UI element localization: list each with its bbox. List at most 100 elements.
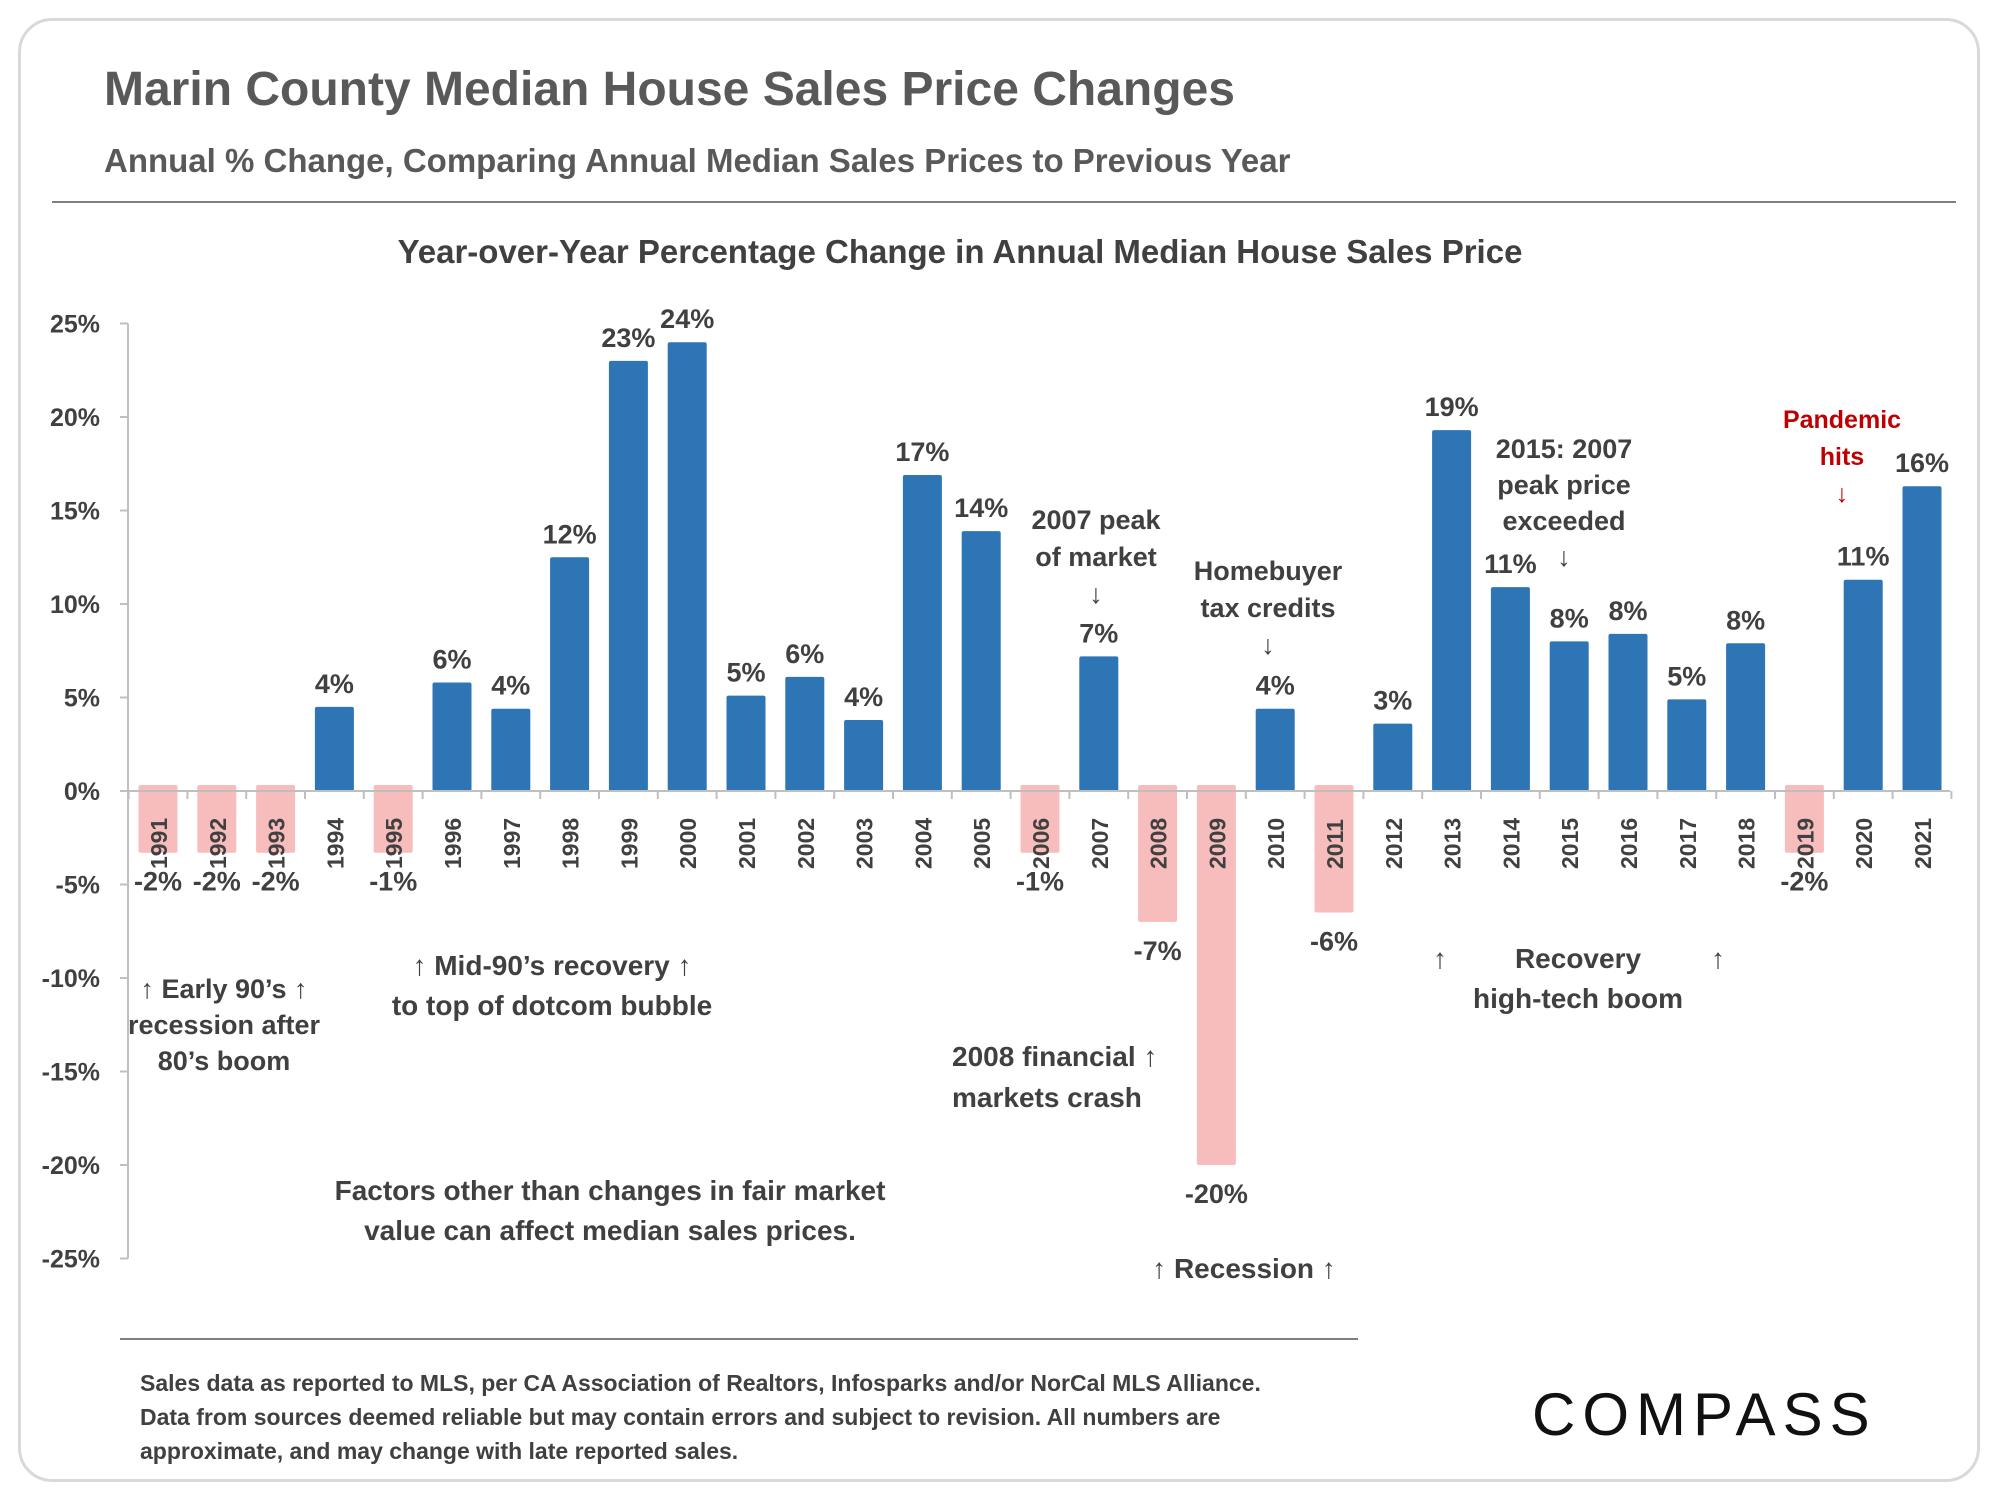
x-tick-label: 2012 [1381, 818, 1407, 869]
x-tick-label: 2007 [1087, 818, 1113, 869]
x-tick-label: 1997 [499, 818, 525, 869]
data-label: 6% [785, 639, 824, 669]
bar [902, 474, 942, 791]
x-tick-label: 2018 [1734, 818, 1760, 869]
annotation-recovery-arrow: ↑ [1711, 943, 1725, 974]
data-label: 24% [660, 304, 714, 334]
bar [1490, 587, 1530, 791]
bar [256, 785, 296, 853]
compass-logo: COMPASS [1532, 1381, 1877, 1448]
source-footnote: Sales data as reported to MLS, per CA As… [140, 1366, 1360, 1468]
data-label: 5% [726, 658, 765, 688]
x-tick-label: 2002 [793, 818, 819, 869]
bar [1784, 785, 1824, 853]
bar [1432, 430, 1472, 791]
annotation-homebuyer-credits: tax credits [1200, 593, 1335, 623]
bar [1608, 633, 1648, 791]
data-label: 4% [1256, 671, 1295, 701]
bar [608, 360, 648, 791]
annotation-pandemic: Pandemic [1783, 406, 1901, 434]
bar [961, 531, 1001, 791]
y-tick-label: 20% [50, 404, 100, 432]
bar [373, 785, 413, 853]
y-tick-label: -15% [42, 1059, 100, 1087]
x-tick-label: 2019 [1792, 818, 1818, 869]
bar [726, 695, 766, 791]
footnote-line: Data from sources deemed reliable but ma… [140, 1404, 1221, 1430]
data-label: -6% [1310, 927, 1358, 957]
bar [432, 682, 472, 791]
data-label: 5% [1667, 661, 1706, 691]
data-label: 3% [1373, 686, 1412, 716]
annotation-recession: ↑ Recession ↑ [1152, 1253, 1336, 1284]
annotation-2008-crash: markets crash [952, 1082, 1142, 1113]
annotation-homebuyer-credits: Homebuyer [1194, 556, 1343, 586]
x-tick-label: 2003 [852, 818, 878, 869]
data-label: 4% [844, 682, 883, 712]
data-label: 14% [954, 493, 1008, 523]
x-tick-label: 1993 [264, 818, 290, 869]
bar [1549, 641, 1589, 791]
annotation-pandemic: hits [1820, 443, 1864, 471]
data-label: -20% [1185, 1179, 1248, 1209]
x-tick-label: 1996 [440, 818, 466, 869]
y-tick-label: 10% [50, 591, 100, 619]
data-label: 8% [1726, 605, 1765, 635]
bar [197, 785, 237, 853]
bar [1079, 656, 1119, 791]
page-subtitle: Annual % Change, Comparing Annual Median… [104, 142, 1291, 179]
bar [667, 342, 707, 791]
annotation-recovery-arrow: ↑ [1433, 943, 1447, 974]
x-tick-label: 2004 [910, 818, 936, 869]
x-tick-label: 1999 [616, 818, 642, 869]
x-tick-label: 1991 [146, 818, 172, 869]
x-tick-label: 1998 [558, 818, 584, 869]
annotation-2015-peak: ↓ [1557, 542, 1571, 572]
data-label: 8% [1550, 603, 1589, 633]
data-label: 6% [432, 645, 471, 675]
x-tick-label: 2015 [1557, 818, 1583, 869]
annotation-factors: Factors other than changes in fair marke… [335, 1175, 886, 1206]
bar [1726, 643, 1766, 791]
data-label: 19% [1425, 392, 1479, 422]
x-tick-label: 2006 [1028, 818, 1054, 869]
y-tick-label: -20% [42, 1152, 100, 1180]
data-label: -2% [193, 867, 241, 897]
annotation-pandemic: ↓ [1836, 480, 1849, 508]
data-label: 4% [491, 671, 530, 701]
annotation-2007-peak: 2007 peak [1031, 505, 1161, 535]
data-label: -1% [1016, 867, 1064, 897]
x-tick-label: 2016 [1616, 818, 1642, 869]
x-tick-label: 2000 [675, 818, 701, 869]
bar [314, 706, 354, 791]
x-tick-label: 2021 [1910, 818, 1936, 869]
annotation-mid-90s: ↑ Mid-90’s recovery ↑ [412, 950, 691, 981]
y-tick-label: -10% [42, 965, 100, 993]
data-label: 17% [895, 437, 949, 467]
x-tick-label: 2010 [1263, 818, 1289, 869]
x-tick-label: 2005 [969, 818, 995, 869]
y-tick-label: 25% [50, 311, 100, 339]
annotation-2015-peak: 2015: 2007 [1496, 434, 1633, 464]
chart-title: Year-over-Year Percentage Change in Annu… [398, 233, 1523, 270]
data-label: 23% [601, 323, 655, 353]
data-label: -2% [134, 867, 182, 897]
bar [1373, 723, 1413, 791]
x-tick-label: 1992 [205, 818, 231, 869]
bar [844, 719, 884, 791]
bar [1020, 785, 1060, 853]
annotation-2007-peak: of market [1035, 542, 1157, 572]
footer-divider [120, 1338, 1358, 1340]
bar [491, 708, 531, 791]
bar [138, 785, 178, 853]
annotation-early-90s: 80’s boom [158, 1046, 291, 1076]
data-label: -7% [1134, 936, 1182, 966]
data-label: 11% [1837, 542, 1890, 572]
annotation-2015-peak: peak price [1497, 470, 1631, 500]
y-tick-label: 5% [64, 685, 100, 713]
data-label: -2% [252, 867, 300, 897]
y-tick-label: -25% [42, 1246, 100, 1274]
x-tick-label: 1995 [381, 818, 407, 869]
data-label: 11% [1484, 549, 1537, 579]
